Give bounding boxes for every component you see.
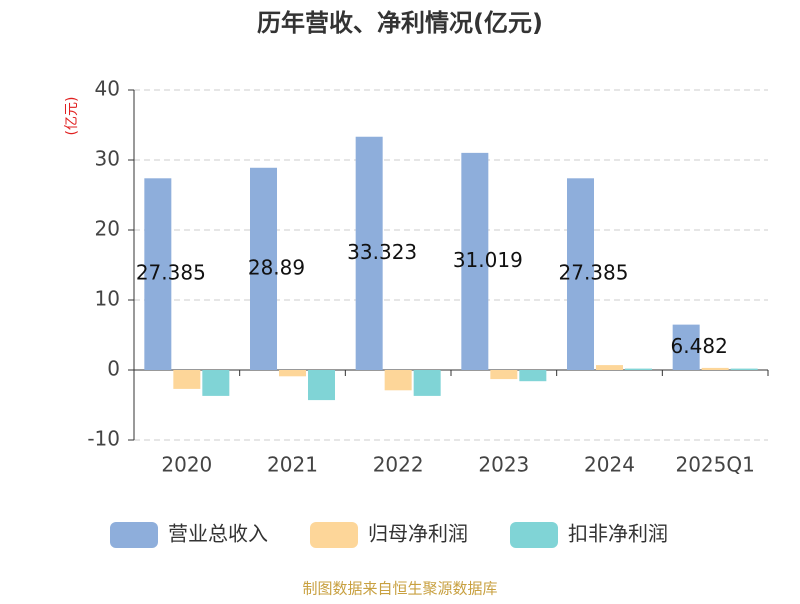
bar <box>173 370 201 389</box>
y-tick-label: 10 <box>95 287 120 311</box>
bar <box>413 370 441 396</box>
bar <box>250 167 277 370</box>
x-tick-label: 2021 <box>267 453 318 477</box>
y-tick-label: 40 <box>95 77 120 101</box>
bar <box>730 368 758 370</box>
chart-title: 历年营收、净利情况(亿元) <box>257 9 543 37</box>
legend-label: 营业总收入 <box>168 522 268 546</box>
x-tick-label: 2022 <box>373 453 424 477</box>
bar <box>202 370 230 396</box>
y-tick-label: -10 <box>87 427 120 451</box>
legend-label: 扣非净利润 <box>568 522 668 546</box>
legend-label: 归母净利润 <box>368 522 468 546</box>
bar <box>519 370 547 382</box>
bar <box>355 136 383 370</box>
bar <box>490 370 518 380</box>
x-tick-label: 2024 <box>584 453 635 477</box>
bar <box>384 370 412 391</box>
value-label: 31.019 <box>453 248 523 272</box>
bar <box>672 324 700 370</box>
y-tick-label: 0 <box>107 357 120 381</box>
bar <box>596 365 623 370</box>
value-label: 27.385 <box>136 261 206 285</box>
y-axis-label: (亿元) <box>64 97 80 136</box>
value-label: 27.385 <box>559 261 629 285</box>
value-label: 33.323 <box>347 240 417 264</box>
bar <box>567 178 594 370</box>
bar <box>279 370 306 377</box>
legend-swatch <box>310 522 358 548</box>
y-tick-label: 20 <box>95 217 120 241</box>
x-tick-label: 2025Q1 <box>675 453 754 477</box>
bar <box>701 367 729 370</box>
bar <box>308 370 335 401</box>
legend-swatch <box>510 522 558 548</box>
value-label: 28.89 <box>248 255 305 279</box>
bar <box>625 368 652 370</box>
x-tick-label: 2023 <box>478 453 529 477</box>
x-tick-label: 2020 <box>161 453 212 477</box>
legend-swatch <box>110 522 158 548</box>
bar <box>461 152 489 370</box>
value-label: 6.482 <box>671 334 728 358</box>
bar <box>144 178 172 370</box>
y-tick-label: 30 <box>95 147 120 171</box>
source-note: 制图数据来自恒生聚源数据库 <box>302 580 497 598</box>
